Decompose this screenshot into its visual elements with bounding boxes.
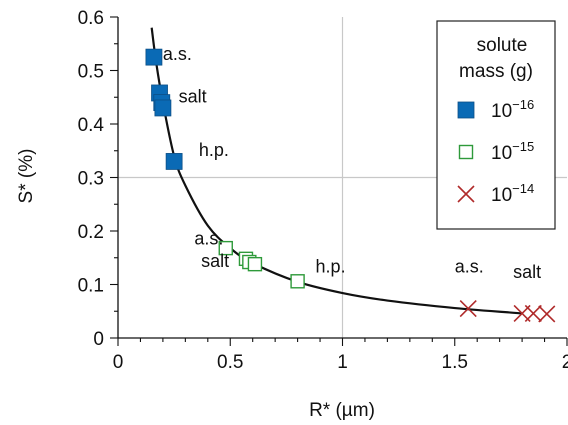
legend-box — [436, 20, 556, 230]
data-point — [524, 304, 542, 322]
point-annotation: salt — [201, 251, 229, 271]
x-tick-label: 1.5 — [442, 352, 468, 373]
y-tick-label: 0.2 — [78, 222, 104, 243]
legend-entry-label: 10−14 — [491, 181, 534, 206]
point-annotation: a.s. — [194, 228, 223, 248]
y-axis-title: S* (%) — [16, 149, 37, 204]
x-tick-label: 0 — [113, 352, 124, 373]
y-tick-label: 0.5 — [78, 62, 104, 83]
point-annotation: salt — [179, 87, 207, 107]
axes: 0 0.5 1 1.5 2 0 0.1 0.2 0.3 0.4 0.5 0.6 — [78, 8, 568, 373]
legend-marker — [458, 144, 474, 160]
x-axis-title: R* (µm) — [309, 400, 375, 421]
x-marker-stroke — [457, 185, 475, 203]
y-tick-label: 0 — [93, 329, 104, 350]
x-marker-stroke — [459, 300, 477, 318]
data-point — [290, 274, 305, 289]
x-tick-label: 1 — [337, 352, 348, 373]
data-point — [247, 256, 263, 272]
data-point — [218, 240, 233, 256]
legend-marker — [457, 185, 475, 203]
point-annotation: h.p. — [316, 257, 346, 277]
point-annotation: a.s. — [455, 257, 484, 277]
y-tick-label: 0.6 — [78, 8, 104, 29]
y-tick-label: 0.1 — [78, 276, 104, 297]
legend: solute mass (g) 10−16 10−15 10−14 — [436, 20, 556, 230]
legend-title-line2: mass (g) — [459, 61, 533, 82]
point-annotation: h.p. — [199, 140, 229, 160]
data-point — [145, 48, 163, 66]
legend-title-line1: solute — [477, 35, 528, 56]
data-points — [145, 48, 556, 323]
data-point — [154, 99, 172, 117]
y-tick-label: 0.4 — [78, 115, 105, 136]
y-tick-label: 0.3 — [78, 169, 104, 190]
data-point — [459, 300, 477, 318]
annotations: a.s. salt h.p. a.s. salt h.p. a.s. salt — [163, 44, 541, 282]
data-point — [538, 305, 556, 323]
point-annotation: salt — [513, 262, 541, 282]
data-point — [165, 153, 183, 170]
x-marker-stroke — [524, 304, 542, 322]
x-marker-stroke — [538, 305, 556, 323]
x-tick-label: 2 — [562, 352, 568, 373]
legend-entry-label: 10−16 — [491, 97, 534, 122]
legend-entry-label: 10−15 — [491, 139, 534, 164]
point-annotation: a.s. — [163, 44, 192, 64]
x-tick-label: 0.5 — [217, 352, 243, 373]
legend-marker — [457, 101, 475, 119]
